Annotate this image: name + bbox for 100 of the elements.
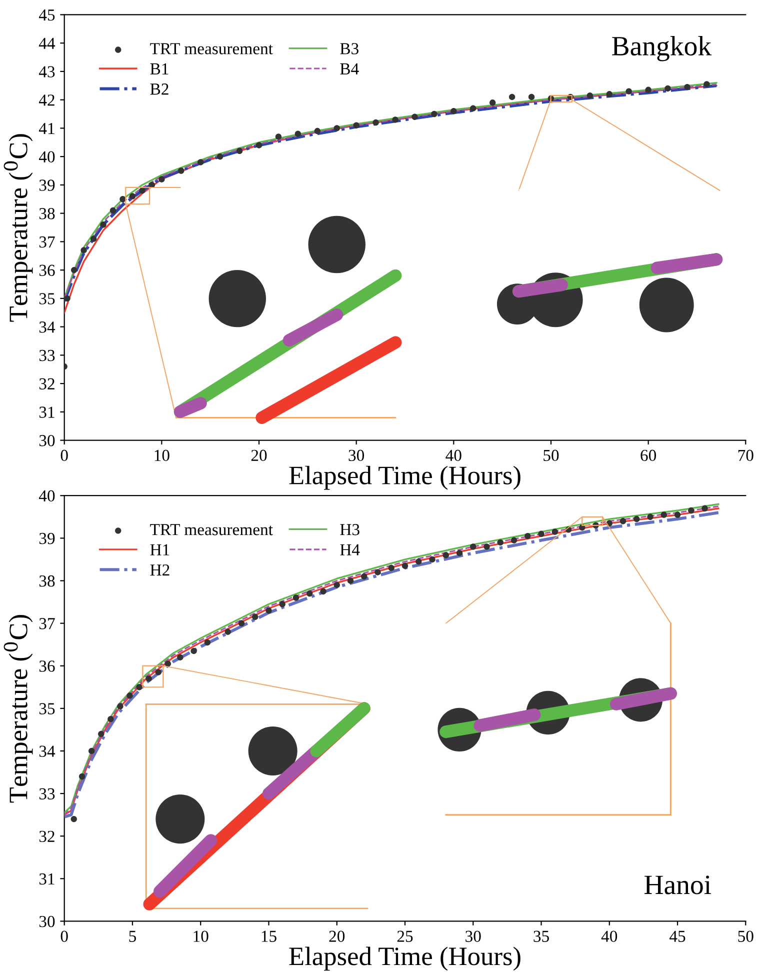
x-tick-label: 30	[348, 450, 364, 462]
point	[158, 176, 165, 182]
legend-label: TRT measurement	[150, 43, 273, 54]
y-tick-label: 33	[39, 788, 55, 800]
y-tick-label: 44	[38, 38, 56, 49]
point	[314, 128, 321, 134]
x-tick-label: 0	[60, 930, 68, 942]
y-tick-label: 37	[39, 618, 55, 630]
y-tick-label: 40	[38, 151, 55, 163]
point	[704, 81, 710, 88]
point	[252, 614, 258, 620]
point	[256, 142, 262, 148]
point	[275, 134, 282, 140]
y-tick-label: 45	[38, 10, 55, 21]
point	[294, 130, 302, 137]
point	[524, 532, 531, 540]
point	[442, 552, 449, 558]
x-tick-label: 30	[466, 930, 481, 942]
point	[392, 116, 398, 123]
point	[660, 512, 667, 518]
point	[129, 193, 136, 200]
point	[528, 94, 535, 100]
point	[238, 620, 245, 626]
y-tick-label: 35	[39, 703, 55, 714]
point	[664, 85, 671, 92]
point	[108, 716, 114, 722]
point	[334, 582, 340, 588]
x-tick-label: 10	[154, 450, 170, 462]
point	[236, 148, 243, 154]
point	[347, 578, 354, 584]
y-tick-label: 41	[38, 122, 54, 134]
y-tick-label: 31	[39, 873, 54, 885]
point	[353, 122, 360, 128]
y-tick-label: 43	[38, 66, 55, 78]
x-tick-label: 15	[262, 930, 276, 942]
point	[224, 628, 231, 635]
y-tick-label: 35	[39, 293, 55, 304]
point	[361, 573, 368, 580]
point	[456, 550, 463, 556]
y-tick-label: 36	[39, 264, 55, 276]
point	[178, 168, 184, 174]
point	[100, 222, 106, 228]
x-tick-label: 0	[60, 450, 68, 462]
point	[538, 530, 544, 538]
legend-label: H2	[150, 564, 170, 576]
point	[90, 236, 97, 242]
text: Bangkok	[612, 36, 712, 62]
point	[508, 94, 516, 100]
point	[470, 544, 476, 550]
point	[136, 684, 142, 690]
legend-label: H4	[340, 544, 360, 556]
point	[484, 544, 490, 550]
legend-label: H1	[150, 544, 170, 556]
point	[70, 266, 78, 274]
point	[702, 505, 708, 512]
point	[266, 607, 272, 614]
point	[412, 114, 418, 120]
point	[684, 84, 690, 90]
point	[155, 669, 162, 676]
y-tick-label: 33	[39, 350, 55, 362]
point	[146, 676, 152, 682]
point	[552, 528, 558, 535]
point	[372, 119, 379, 126]
point	[64, 295, 70, 302]
point	[204, 639, 211, 646]
y-axis-title: Temperature ($^{0}$C)	[4, 615, 33, 803]
point	[374, 569, 381, 576]
point	[117, 703, 124, 710]
point	[510, 537, 518, 544]
point	[431, 110, 438, 118]
x-tick-label: 45	[670, 930, 686, 942]
point	[620, 518, 626, 524]
legend-label: B4	[340, 63, 359, 74]
y-tick-label: 32	[39, 378, 54, 390]
point	[306, 590, 313, 597]
point	[334, 125, 340, 132]
point	[402, 562, 408, 569]
point	[429, 556, 436, 563]
y-tick-label: 37	[39, 236, 55, 248]
point	[497, 539, 504, 546]
x-tick-label: 60	[640, 450, 656, 462]
x-tick-label: 25	[397, 930, 413, 942]
x-tick-label: 50	[738, 930, 754, 942]
y-tick-label: 39	[39, 180, 55, 191]
point	[674, 512, 681, 518]
x-tick-label: 70	[738, 450, 754, 462]
point	[688, 507, 694, 514]
x-tick-label: 5	[129, 930, 136, 942]
x-axis-title: Elapsed Time (Hours)	[289, 946, 520, 971]
y-tick-label: 40	[38, 490, 55, 502]
point	[110, 207, 116, 214]
y-tick-label: 42	[38, 94, 54, 106]
y-tick-label: 39	[39, 532, 55, 544]
point	[606, 91, 612, 98]
x-tick-label: 35	[534, 930, 549, 942]
point	[164, 660, 172, 667]
point	[645, 86, 652, 93]
point	[70, 816, 77, 822]
point	[139, 188, 146, 194]
point	[320, 588, 326, 594]
